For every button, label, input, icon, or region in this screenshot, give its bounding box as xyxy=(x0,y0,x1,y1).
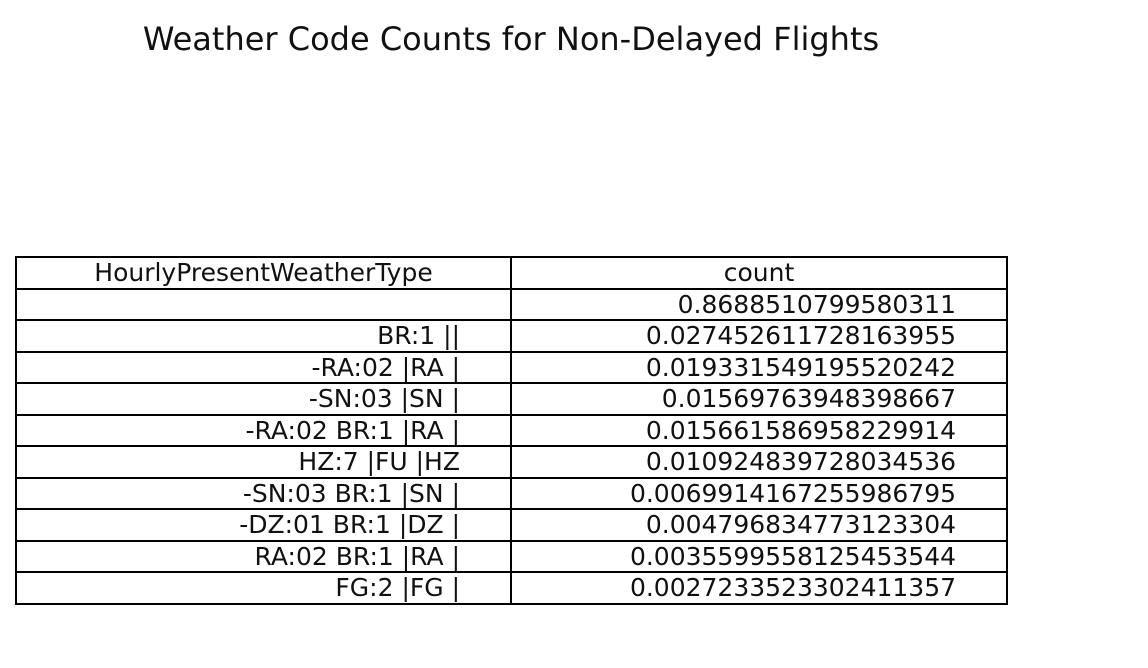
count-cell: 0.019331549195520242 xyxy=(510,350,1008,384)
table-body: 0.8688510799580311 BR:1 || 0.0274526117281… xyxy=(15,287,1008,605)
chart-title: Weather Code Counts for Non-Delayed Flig… xyxy=(142,20,880,58)
count-cell: 0.8688510799580311 xyxy=(510,287,1008,321)
column-header-count: count xyxy=(510,256,1008,290)
count-cell: 0.0027233523302411357 xyxy=(510,571,1008,605)
weather-type-cell: -RA:02 BR:1 |RA | xyxy=(15,413,512,447)
table-row: -SN:03 BR:1 |SN | 0.0069914167255986795 xyxy=(15,476,1008,510)
weather-type-cell: HZ:7 |FU |HZ xyxy=(15,445,512,479)
data-table: HourlyPresentWeatherType count 0.8688510… xyxy=(15,256,1008,605)
weather-type-cell: FG:2 |FG | xyxy=(15,571,512,605)
table-row: -SN:03 |SN | 0.01569763948398667 xyxy=(15,382,1008,416)
count-cell: 0.0069914167255986795 xyxy=(510,476,1008,510)
table-row: -DZ:01 BR:1 |DZ | 0.004796834773123304 xyxy=(15,508,1008,542)
weather-type-cell: BR:1 || xyxy=(15,319,512,353)
weather-type-cell: -SN:03 |SN | xyxy=(15,382,512,416)
count-cell: 0.010924839728034536 xyxy=(510,445,1008,479)
table-row: -RA:02 BR:1 |RA | 0.015661586958229914 xyxy=(15,413,1008,447)
weather-type-cell: -DZ:01 BR:1 |DZ | xyxy=(15,508,512,542)
weather-type-cell: RA:02 BR:1 |RA | xyxy=(15,539,512,573)
table-row: BR:1 || 0.027452611728163955 xyxy=(15,319,1008,353)
table-row: 0.8688510799580311 xyxy=(15,287,1008,321)
table-header-row: HourlyPresentWeatherType count xyxy=(15,256,1008,290)
count-cell: 0.015661586958229914 xyxy=(510,413,1008,447)
table-row: -RA:02 |RA | 0.019331549195520242 xyxy=(15,350,1008,384)
count-cell: 0.027452611728163955 xyxy=(510,319,1008,353)
count-cell: 0.004796834773123304 xyxy=(510,508,1008,542)
table-row: FG:2 |FG | 0.0027233523302411357 xyxy=(15,571,1008,605)
weather-type-cell xyxy=(15,287,512,321)
count-cell: 0.0035599558125453544 xyxy=(510,539,1008,573)
table-row: HZ:7 |FU |HZ 0.010924839728034536 xyxy=(15,445,1008,479)
column-header-weather-type: HourlyPresentWeatherType xyxy=(15,256,512,290)
weather-type-cell: -SN:03 BR:1 |SN | xyxy=(15,476,512,510)
count-cell: 0.01569763948398667 xyxy=(510,382,1008,416)
table-row: RA:02 BR:1 |RA | 0.0035599558125453544 xyxy=(15,539,1008,573)
weather-type-cell: -RA:02 |RA | xyxy=(15,350,512,384)
